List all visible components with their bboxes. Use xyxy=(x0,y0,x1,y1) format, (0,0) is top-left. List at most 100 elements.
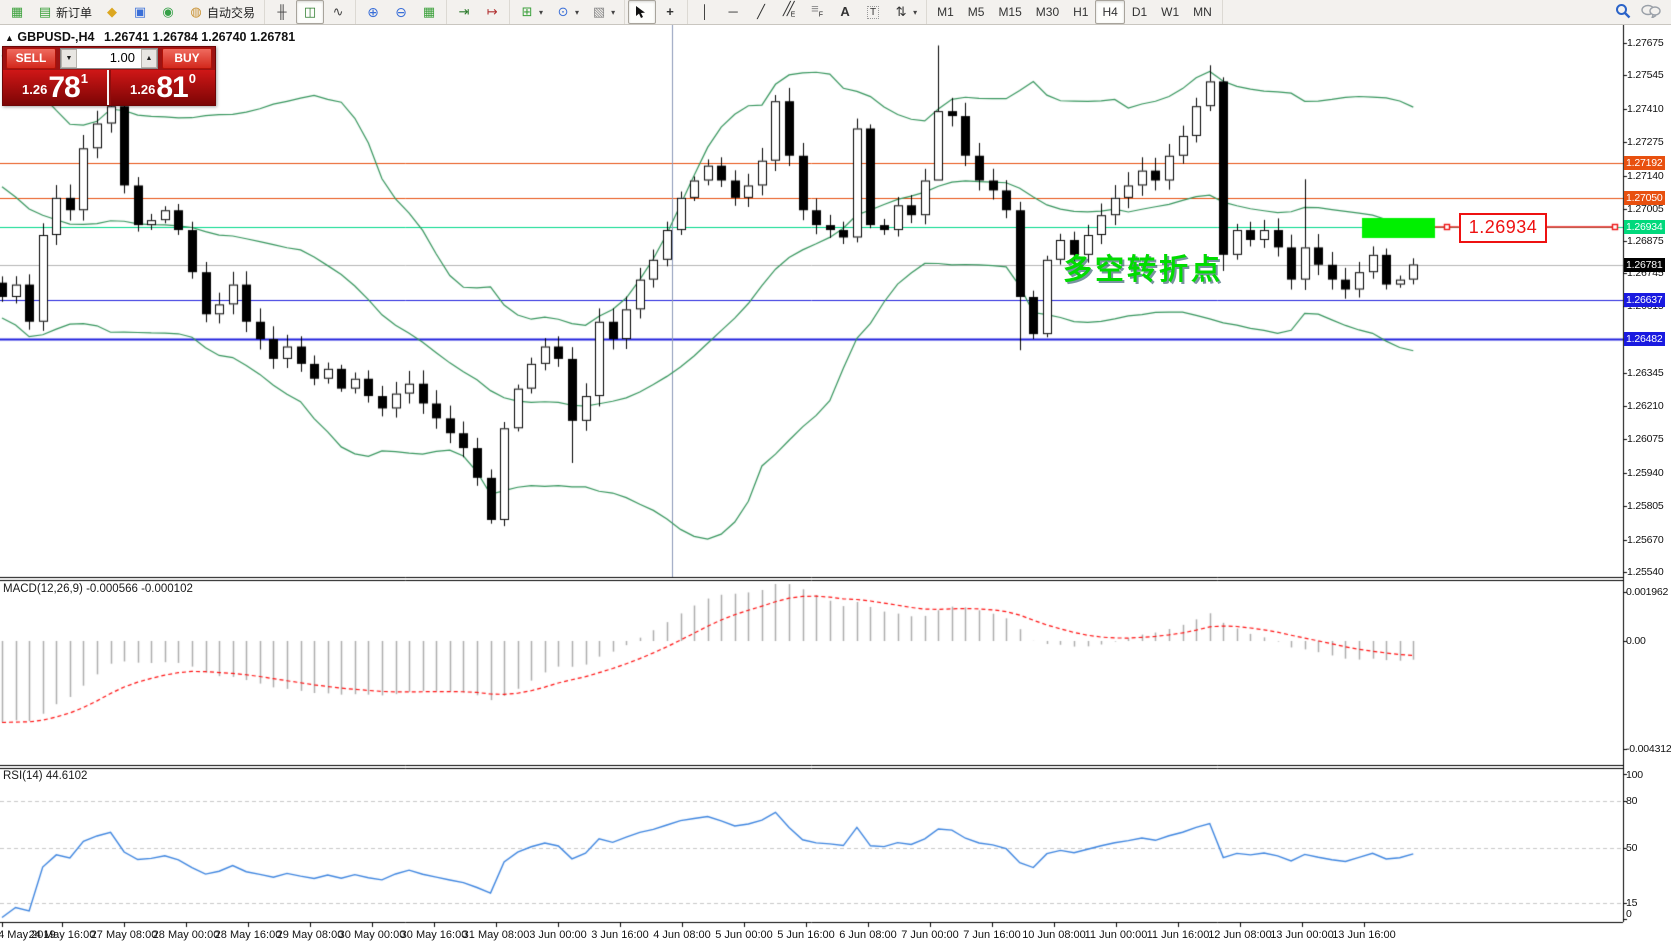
buy-button[interactable]: BUY xyxy=(162,48,212,69)
buy-price-pips: 81 xyxy=(156,71,188,104)
toolbar-group: M1 M5 M15 M30 H1 H4 D1 W1 MN xyxy=(927,0,1223,24)
price-tick-label: 1.27275 xyxy=(1627,136,1664,149)
volume-decrease-button[interactable]: ▼ xyxy=(61,49,77,68)
auto-scroll-button[interactable]: ⇥ xyxy=(450,0,478,24)
time-tick-label: 3 Jun 00:00 xyxy=(529,929,587,941)
new-chart-icon: ▦ xyxy=(10,4,24,19)
time-tick-label: 30 May 16:00 xyxy=(400,929,468,941)
time-tick-label: 24 May 16:00 xyxy=(28,929,96,941)
volume-increase-button[interactable]: ▲ xyxy=(141,49,157,68)
time-tick-label: 3 Jun 16:00 xyxy=(591,929,649,941)
tf-mn[interactable]: MN xyxy=(1193,5,1212,19)
vertical-line-button[interactable]: │ xyxy=(691,0,719,24)
dropdown-caret-icon: ▾ xyxy=(611,7,616,17)
tf-m1[interactable]: M1 xyxy=(937,5,954,19)
symbol-info-bar: ▲ GBPUSD-,H4 1.26741 1.26784 1.26740 1.2… xyxy=(5,30,295,44)
price-level-badge: 1.27192 xyxy=(1624,155,1665,170)
zoom-in-icon: ⊕ xyxy=(367,3,379,20)
line-chart-mode-icon: ∿ xyxy=(332,4,344,19)
dropdown-caret-icon: ▾ xyxy=(539,7,544,17)
time-tick-label: 24 May 2019 xyxy=(0,929,56,941)
volume-input[interactable]: 1.00 xyxy=(77,49,141,68)
tf-m15[interactable]: M15 xyxy=(998,5,1022,19)
tf-d1[interactable]: D1 xyxy=(1131,5,1148,19)
tf-m30[interactable]: M30 xyxy=(1035,5,1060,19)
cursor-button[interactable] xyxy=(628,0,657,24)
price-tick-label: 1.26875 xyxy=(1627,235,1664,248)
collapse-panel-icon[interactable]: ▲ xyxy=(5,33,14,43)
macd-indicator-label: MACD(12,26,9) -0.000566 -0.000102 xyxy=(3,583,193,595)
tf-w1[interactable]: W1 xyxy=(1161,5,1180,19)
tile-windows-button[interactable]: ▦ xyxy=(415,0,443,24)
macd-axis-label: 0.00 xyxy=(1626,635,1646,647)
sell-price-pips: 78 xyxy=(48,71,80,104)
search-icon xyxy=(1615,3,1631,19)
price-tick-label: 1.27140 xyxy=(1627,169,1664,182)
tf-m5[interactable]: M5 xyxy=(967,5,985,19)
sell-button[interactable]: SELL xyxy=(6,48,56,69)
market-watch-button[interactable]: ◆ xyxy=(98,0,126,24)
search-button[interactable] xyxy=(1615,3,1631,22)
toolbar: ▦ ▤ 新订单 ◆ ▣ ◉ ◍ 自动交易 ╫ ◫ ∿ ⊕ ⊖ ▦ ⇥ ↦ ⊞ ▾ ⊙ ▾ ▧ ▾ + │ ─ ╱ ╱╱E ≡F A T ⇅ ▾… xyxy=(0,0,1671,25)
chat-icon xyxy=(1641,4,1661,18)
toolbar-group: │ ─ ╱ ╱╱E ≡F A T ⇅ ▾ xyxy=(688,0,928,24)
auto-trading-button[interactable]: ◍ 自动交易 xyxy=(182,0,261,24)
time-tick-label: 11 Jun 00:00 xyxy=(1084,929,1148,941)
rsi-axis-label: 15 xyxy=(1626,896,1638,909)
price-level-badge: 1.26482 xyxy=(1624,331,1665,346)
rsi-axis-label: 0 xyxy=(1626,908,1632,920)
fibonacci-icon: ≡F xyxy=(811,0,824,19)
price-callout-label[interactable]: 1.26934 xyxy=(1459,213,1547,243)
indicators-button[interactable]: ⊞ ▾ xyxy=(513,0,549,24)
data-window-button[interactable]: ▣ xyxy=(126,0,154,24)
price-tick-label: 1.25540 xyxy=(1627,565,1664,578)
time-tick-label: 7 Jun 16:00 xyxy=(963,929,1021,941)
time-tick-label: 12 Jun 08:00 xyxy=(1208,929,1272,941)
horizontal-line-button[interactable]: ─ xyxy=(719,0,747,24)
trendline-button[interactable]: ╱ xyxy=(747,0,775,24)
time-tick-label: 30 May 00:00 xyxy=(338,929,406,941)
bar-chart-mode-button[interactable]: ╫ xyxy=(268,0,296,24)
bar-chart-mode-icon: ╫ xyxy=(277,4,287,19)
text-label-button[interactable]: T xyxy=(859,0,887,24)
candlestick-mode-button[interactable]: ◫ xyxy=(296,0,325,24)
text-icon: A xyxy=(840,4,850,19)
price-tick-label: 1.26075 xyxy=(1627,433,1664,446)
signals-icon: ◉ xyxy=(162,4,174,19)
price-tick-label: 1.26210 xyxy=(1627,399,1664,412)
line-chart-mode-button[interactable]: ∿ xyxy=(324,0,352,24)
signals-button[interactable]: ◉ xyxy=(154,0,182,24)
price-tick-label: 1.26345 xyxy=(1627,366,1664,379)
time-tick-label: 5 Jun 16:00 xyxy=(777,929,835,941)
time-tick-label: 31 May 08:00 xyxy=(462,929,530,941)
chat-button[interactable] xyxy=(1641,4,1661,21)
toolbar-group: + xyxy=(625,0,689,24)
zoom-out-icon: ⊖ xyxy=(395,3,407,20)
periods-button[interactable]: ⊙ ▾ xyxy=(549,0,585,24)
indicators-icon: ⊞ xyxy=(521,4,533,19)
equidistant-channel-button[interactable]: ╱╱E xyxy=(775,0,803,24)
new-chart-button[interactable]: ▦ xyxy=(3,0,31,24)
crosshair-button[interactable]: + xyxy=(656,0,684,24)
chart-shift-button[interactable]: ↦ xyxy=(478,0,506,24)
new-order-button[interactable]: ▤ 新订单 xyxy=(38,4,93,20)
templates-button[interactable]: ▧ ▾ xyxy=(585,0,621,24)
trendline-icon: ╱ xyxy=(757,4,765,19)
vertical-line-icon: │ xyxy=(701,4,710,19)
buy-price[interactable]: 1.26 81 0 xyxy=(111,70,215,105)
tf-h4[interactable]: H4 xyxy=(1095,0,1125,24)
chart-annotation-text[interactable]: 多空转折点 xyxy=(1063,252,1224,286)
data-window-icon: ▣ xyxy=(133,4,147,19)
sell-price[interactable]: 1.26 78 1 xyxy=(3,70,109,105)
horizontal-line-icon: ─ xyxy=(728,4,738,19)
zoom-in-button[interactable]: ⊕ xyxy=(359,0,387,24)
arrows-button[interactable]: ⇅ ▾ xyxy=(887,0,923,24)
text-button[interactable]: A xyxy=(831,0,859,24)
tf-h1[interactable]: H1 xyxy=(1073,5,1089,19)
new-order-icon: ▤ xyxy=(38,4,52,19)
fibonacci-button[interactable]: ≡F xyxy=(803,0,831,24)
price-level-badge: 1.26781 xyxy=(1624,257,1665,272)
buy-price-point: 0 xyxy=(188,71,196,86)
zoom-out-button[interactable]: ⊖ xyxy=(387,0,415,24)
